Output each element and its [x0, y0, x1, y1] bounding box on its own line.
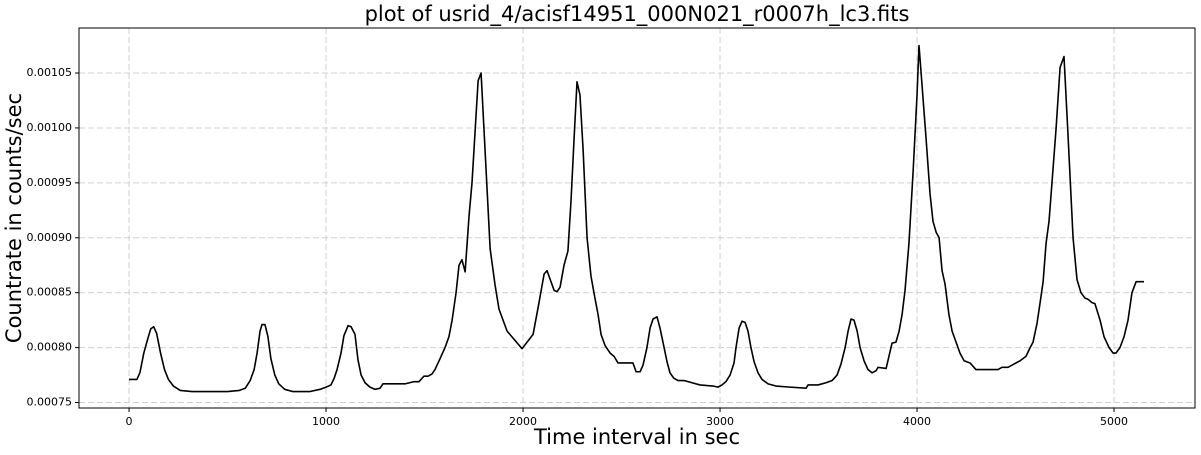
x-tick-label: 3000 [706, 415, 734, 428]
x-tick-label: 5000 [1100, 415, 1128, 428]
x-tick-label: 1000 [312, 415, 340, 428]
chart-title: plot of usrid_4/acisf14951_000N021_r0007… [365, 2, 910, 27]
y-tick-label: 0.00100 [27, 121, 73, 134]
x-tick-label: 4000 [903, 415, 931, 428]
y-tick-label: 0.00090 [27, 231, 73, 244]
y-tick-label: 0.00080 [27, 341, 73, 354]
y-tick-label: 0.00085 [27, 286, 73, 299]
data-line [129, 44, 1144, 393]
y-tick-label: 0.00075 [27, 396, 73, 409]
y-tick-label: 0.00095 [27, 176, 73, 189]
plot-frame [78, 27, 1196, 409]
x-tick-label: 2000 [509, 415, 537, 428]
x-tick-label: 0 [126, 415, 133, 428]
y-axis-label: Countrate in counts/sec [2, 93, 26, 343]
y-tick-label: 0.00105 [27, 66, 73, 79]
x-axis-label: Time interval in sec [533, 425, 740, 449]
